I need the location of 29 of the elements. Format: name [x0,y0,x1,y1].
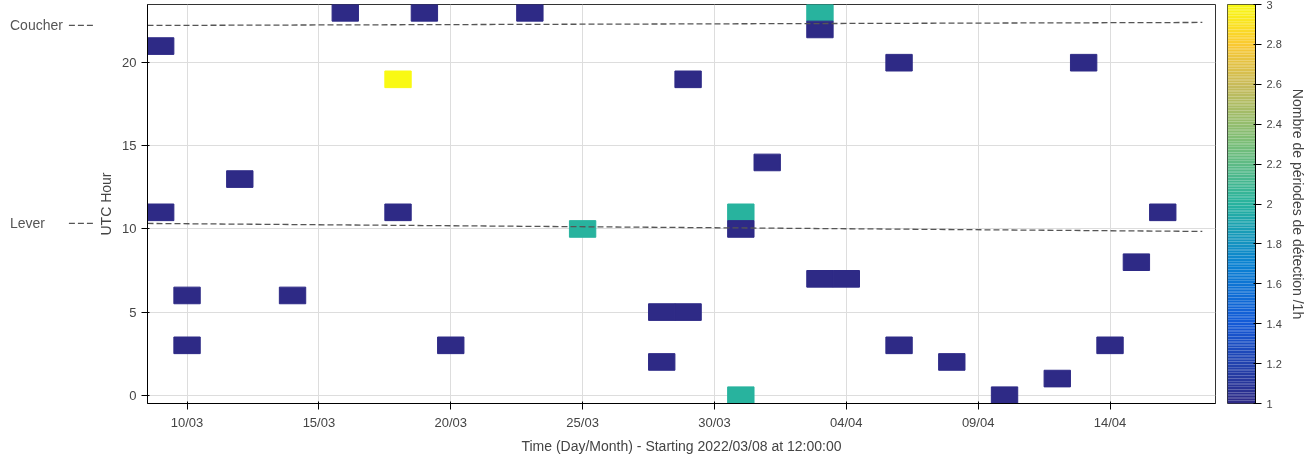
color-bar-label: 2.8 [1266,38,1282,51]
x-tick-label: 09/04 [961,414,995,430]
color-bar-label: 1.8 [1266,237,1282,250]
x-tick-label: 14/04 [1093,414,1127,430]
x-tick-label: 20/03 [434,414,468,430]
x-axis-title: Time (Day/Month) - Starting 2022/03/08 at 12:00:00 [521,437,842,454]
y-tick-label: 5 [129,304,137,320]
y-tick-label: 10 [122,221,137,237]
color-bar-title: Nombre de périodes de détection /1h [1289,88,1306,320]
x-tick-label: 25/03 [566,414,599,430]
color-bar-label: 1.6 [1266,277,1282,290]
color-bar-label: 1.2 [1266,357,1282,370]
color-bar-label: 2.6 [1266,78,1282,91]
color-bar-label: 2.2 [1266,158,1282,171]
color-bar-label: 3 [1266,0,1273,11]
y-tick-label: 20 [122,55,137,71]
color-bar-label: 1 [1266,397,1273,410]
y-axis-title: UTC Hour [98,172,115,236]
legend-label: Coucher [10,17,64,34]
y-tick-label: 0 [129,387,137,403]
x-tick-label: 15/03 [302,414,336,430]
x-tick-label: 30/03 [698,414,731,430]
legend-label: Lever [10,215,46,232]
x-tick-label: 10/03 [170,414,204,430]
color-bar-label: 2 [1266,198,1273,210]
y-tick-label: 15 [122,138,137,154]
x-tick-label: 04/04 [830,414,863,430]
color-bar-label: 1.4 [1266,317,1282,330]
color-bar-label: 2.4 [1266,118,1282,131]
